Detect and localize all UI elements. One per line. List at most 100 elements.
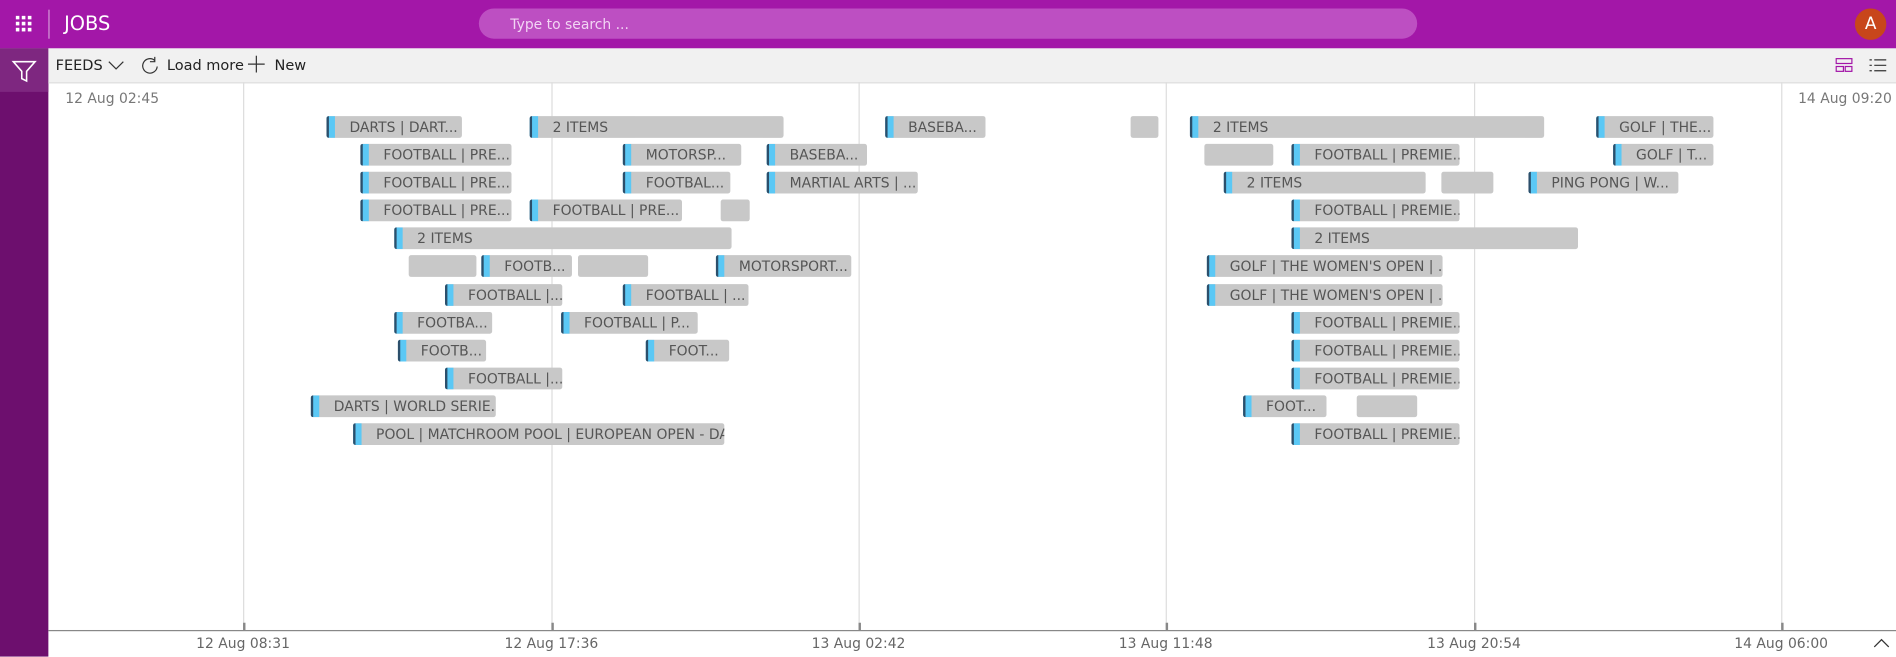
timeline-item[interactable]: FOOTBALL | PREMIE... xyxy=(1291,143,1460,166)
timeline-item[interactable]: GOLF | THE... xyxy=(1596,116,1714,138)
item-label: 2 ITEMS xyxy=(1246,174,1303,192)
timeline-item[interactable]: 2 ITEMS xyxy=(529,116,784,138)
timeline-item[interactable]: 2 ITEMS xyxy=(394,227,732,250)
timeline-item[interactable]: FOOTBALL | PRE... xyxy=(360,171,512,194)
item-accent xyxy=(529,116,539,138)
timeline-item[interactable]: POOL | MATCHROOM POOL | EUROPEAN OPEN - … xyxy=(353,423,725,445)
timeline-item[interactable]: GOLF | T... xyxy=(1613,143,1714,166)
timeline-item[interactable] xyxy=(1356,395,1418,418)
timeline-item[interactable]: MARTIAL ARTS | ... xyxy=(766,171,918,194)
new-button[interactable]: New xyxy=(274,56,307,74)
view-timeline[interactable] xyxy=(1835,58,1853,73)
timeline-item[interactable]: MOTORSP... xyxy=(622,143,742,166)
timeline-item[interactable]: FOOTBALL | PREMIE... xyxy=(1291,339,1460,362)
item-label: DARTS | WORLD SERIE... xyxy=(333,397,496,415)
timeline-item[interactable]: FOOTB... xyxy=(481,255,572,277)
search-placeholder: Type to search ... xyxy=(510,15,629,33)
item-accent xyxy=(1291,367,1300,390)
timeline-item[interactable] xyxy=(577,255,649,277)
timeline-item[interactable]: BASEBA... xyxy=(885,116,986,138)
timeline-item[interactable]: 2 ITEMS xyxy=(1291,227,1579,250)
load-more-button[interactable]: Load more xyxy=(166,56,244,74)
sidebar xyxy=(0,48,49,657)
item-accent xyxy=(1291,199,1300,222)
item-label: FOOTBALL | ... xyxy=(645,286,746,304)
item-label: DARTS | DART... xyxy=(349,118,458,136)
item-label: FOOTBALL | P... xyxy=(584,314,690,332)
timeline-item[interactable]: FOOTBAL... xyxy=(622,171,731,194)
timeline-item[interactable]: FOOTBALL | ... xyxy=(622,284,749,306)
app-title: JOBS xyxy=(64,12,111,36)
feeds-dropdown[interactable]: FEEDS xyxy=(55,56,103,74)
timeline-item[interactable] xyxy=(1441,171,1494,194)
app-launcher[interactable] xyxy=(15,15,33,33)
timeline-item[interactable]: GOLF | THE WOMEN'S OPEN | ... xyxy=(1206,284,1443,306)
item-label: FOOTBALL | PRE... xyxy=(552,201,680,219)
item-accent xyxy=(1528,171,1537,194)
item-accent xyxy=(1206,284,1216,306)
item-accent xyxy=(1291,143,1300,166)
item-accent xyxy=(1291,339,1300,362)
grid-line xyxy=(551,82,553,629)
timeline-item[interactable] xyxy=(720,199,750,222)
filter-button[interactable] xyxy=(0,48,49,92)
timeline-item[interactable] xyxy=(1130,116,1159,138)
axis-tick xyxy=(243,622,246,630)
timeline-item[interactable]: FOOTBALL | PRE... xyxy=(360,199,512,222)
item-accent xyxy=(1189,116,1199,138)
item-accent xyxy=(529,199,539,222)
grid-line xyxy=(1165,82,1167,629)
item-accent xyxy=(1596,116,1605,138)
timeline-item[interactable]: FOOTBALL |... xyxy=(444,284,563,306)
axis-tick xyxy=(1165,622,1169,630)
grid-line xyxy=(1781,82,1783,629)
item-accent xyxy=(766,171,776,194)
timeline-item[interactable]: BASEBA... xyxy=(766,143,867,166)
item-label: GOLF | THE... xyxy=(1619,118,1712,136)
item-accent xyxy=(310,395,320,418)
axis-label: 12 Aug 08:31 xyxy=(196,634,290,652)
timeline-item[interactable]: FOOTBA... xyxy=(394,311,493,334)
item-accent xyxy=(622,284,632,306)
item-label: GOLF | T... xyxy=(1636,146,1708,164)
item-accent xyxy=(622,171,632,194)
item-label: BASEBA... xyxy=(789,146,859,164)
item-label: FOOTBALL | PREMIE... xyxy=(1314,370,1460,387)
timeline-item[interactable]: DARTS | WORLD SERIE... xyxy=(310,395,496,418)
grid-line xyxy=(243,82,245,629)
item-accent xyxy=(1613,143,1622,166)
timeline-item[interactable]: FOOTB... xyxy=(397,339,487,362)
item-accent xyxy=(645,339,655,362)
timeline-item[interactable]: DARTS | DART... xyxy=(326,116,462,138)
timeline-item[interactable]: FOOTBALL |... xyxy=(444,367,563,390)
search-box[interactable]: Type to search ... xyxy=(478,8,1418,39)
timeline-item[interactable]: 2 ITEMS xyxy=(1223,171,1426,194)
timeline-item[interactable] xyxy=(1204,143,1274,166)
timeline-item[interactable]: GOLF | THE WOMEN'S OPEN | ... xyxy=(1206,255,1443,277)
timeline-item[interactable]: FOOTBALL | PRE... xyxy=(529,199,682,222)
timeline-item[interactable] xyxy=(408,255,477,277)
grid-line xyxy=(1474,82,1476,629)
timeline-item[interactable]: FOOTBALL | PREMIE... xyxy=(1291,367,1460,390)
timeline-item[interactable]: FOOTBALL | P... xyxy=(561,311,698,334)
item-accent xyxy=(326,116,335,138)
timeline-item[interactable]: 2 ITEMS xyxy=(1189,116,1545,138)
timeline-item[interactable]: PING PONG | W... xyxy=(1528,171,1679,194)
avatar[interactable]: A xyxy=(1854,8,1887,40)
timeline-item[interactable]: FOOTBALL | PREMIE... xyxy=(1291,311,1460,334)
timeline-item[interactable]: MOTORSPORT... xyxy=(715,255,852,277)
item-label: GOLF | THE WOMEN'S OPEN | ... xyxy=(1229,286,1443,304)
item-label: FOOTBALL |... xyxy=(467,370,563,387)
item-label: POOL | MATCHROOM POOL | EUROPEAN OPEN - … xyxy=(376,425,725,443)
timeline-item[interactable]: FOOT... xyxy=(645,339,730,362)
item-label: 2 ITEMS xyxy=(417,229,473,247)
timeline-item[interactable]: FOOTBALL | PREMIE... xyxy=(1291,199,1460,222)
view-list[interactable] xyxy=(1869,58,1887,73)
item-accent xyxy=(1206,255,1216,277)
item-accent xyxy=(444,284,454,306)
axis-label: 12 Aug 17:36 xyxy=(504,634,599,652)
timeline-item[interactable]: FOOT... xyxy=(1243,395,1327,418)
timeline-item[interactable]: FOOTBALL | PRE... xyxy=(360,143,512,166)
item-label: GOLF | THE WOMEN'S OPEN | ... xyxy=(1229,257,1443,275)
timeline-item[interactable]: FOOTBALL | PREMIE... xyxy=(1291,423,1460,445)
